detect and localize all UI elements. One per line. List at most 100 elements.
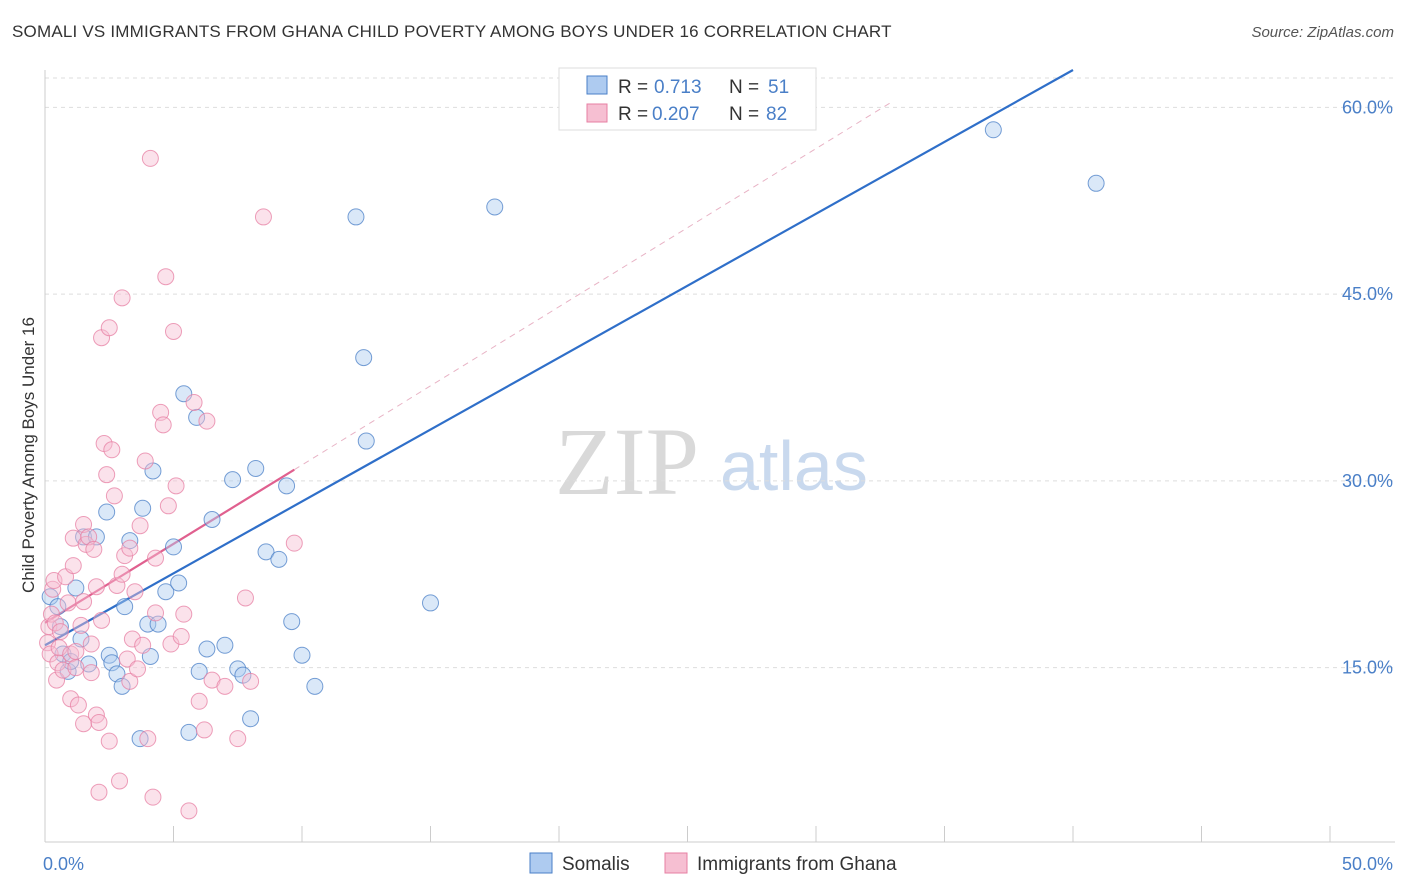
point-pink — [236, 589, 254, 607]
point-blue — [116, 598, 134, 616]
point-pink — [111, 772, 129, 790]
point-pink — [98, 466, 116, 484]
point-blue — [486, 198, 504, 216]
point-blue — [984, 121, 1002, 139]
grid-layer — [45, 77, 1395, 669]
point-blue — [188, 408, 206, 426]
y-tick-label: 30.0% — [1342, 471, 1393, 491]
point-pink — [136, 452, 154, 470]
point-blue — [190, 662, 208, 680]
point-blue — [67, 579, 85, 597]
point-pink — [175, 605, 193, 623]
bottom-legend: Somalis Immigrants from Ghana — [529, 852, 897, 875]
point-pink — [139, 730, 157, 748]
point-pink — [113, 289, 131, 307]
point-blue — [293, 646, 311, 664]
watermark-zip: ZIP — [555, 408, 699, 515]
point-pink — [126, 583, 144, 601]
y-axis-title: Child Poverty Among Boys Under 16 — [19, 317, 38, 593]
x-tick-label-max: 50.0% — [1342, 854, 1393, 874]
point-pink — [147, 549, 165, 567]
legend-swatch-ghana — [664, 852, 688, 874]
point-pink — [108, 576, 126, 594]
legend-swatch-somalis — [529, 852, 553, 874]
point-blue — [98, 503, 116, 521]
point-pink — [82, 635, 100, 653]
point-pink — [59, 594, 77, 612]
point-blue — [422, 594, 439, 612]
point-pink — [44, 580, 62, 598]
point-pink — [198, 412, 216, 430]
point-pink — [123, 630, 141, 648]
point-pink — [90, 783, 108, 801]
point-pink — [152, 403, 170, 421]
point-pink — [167, 477, 185, 495]
legend-label-ghana: Immigrants from Ghana — [697, 854, 897, 875]
point-pink — [131, 517, 149, 535]
trend-layer — [44, 69, 1074, 647]
point-blue — [72, 630, 90, 648]
point-pink — [42, 605, 60, 623]
point-blue — [306, 677, 324, 695]
point-pink — [67, 642, 85, 660]
point-pink — [172, 628, 190, 646]
point-blue — [1087, 174, 1105, 192]
point-pink — [159, 497, 177, 515]
point-blue — [224, 471, 242, 489]
stats-n-label-1: N = — [729, 77, 759, 98]
stats-n-label-2: N = — [729, 104, 759, 125]
point-pink — [105, 487, 123, 505]
point-pink — [75, 515, 93, 533]
point-blue — [270, 550, 288, 568]
point-blue — [203, 511, 221, 529]
point-blue — [247, 459, 265, 477]
point-blue — [198, 640, 216, 658]
point-blue — [170, 574, 188, 592]
stats-r-label-1: R = — [618, 77, 648, 98]
point-pink — [93, 611, 111, 629]
stats-n-value-2: 82 — [766, 104, 787, 125]
y-tick-label: 45.0% — [1342, 284, 1393, 304]
point-blue — [355, 349, 373, 367]
point-pink — [121, 672, 139, 690]
point-pink — [100, 319, 118, 337]
axis-layer: 15.0% 30.0% 45.0% 60.0% — [44, 70, 1395, 843]
point-pink — [64, 557, 82, 575]
point-pink — [46, 614, 64, 632]
stats-r-value-2: 0.207 — [652, 104, 700, 125]
source-label: Source: ZipAtlas.com — [1251, 24, 1394, 41]
point-blue — [216, 636, 234, 654]
point-pink — [69, 696, 87, 714]
point-pink — [103, 441, 121, 459]
point-pink — [190, 692, 208, 710]
chart-title: SOMALI VS IMMIGRANTS FROM GHANA CHILD PO… — [12, 22, 892, 41]
point-pink — [180, 802, 198, 820]
watermark-atlas: atlas — [720, 427, 868, 505]
point-blue — [357, 432, 375, 450]
point-blue — [347, 208, 365, 226]
point-blue — [108, 665, 126, 683]
point-blue — [242, 710, 260, 728]
point-pink — [67, 659, 85, 677]
point-pink — [72, 616, 90, 634]
point-pink — [75, 593, 93, 611]
stats-swatch-blue — [586, 75, 608, 95]
point-pink — [165, 322, 182, 340]
point-pink — [195, 721, 213, 739]
point-pink — [144, 788, 162, 806]
point-pink — [185, 393, 203, 411]
point-pink — [129, 660, 147, 678]
point-blue — [283, 613, 301, 631]
point-blue — [134, 499, 152, 517]
point-pink — [80, 528, 98, 546]
point-pink — [157, 268, 175, 286]
point-pink — [113, 565, 131, 583]
y-tick-label: 15.0% — [1342, 658, 1393, 678]
point-pink — [134, 636, 152, 654]
point-pink — [121, 539, 139, 557]
point-blue — [257, 543, 275, 561]
point-pink — [216, 677, 234, 695]
points-layer — [39, 121, 1105, 820]
point-pink — [285, 534, 303, 552]
